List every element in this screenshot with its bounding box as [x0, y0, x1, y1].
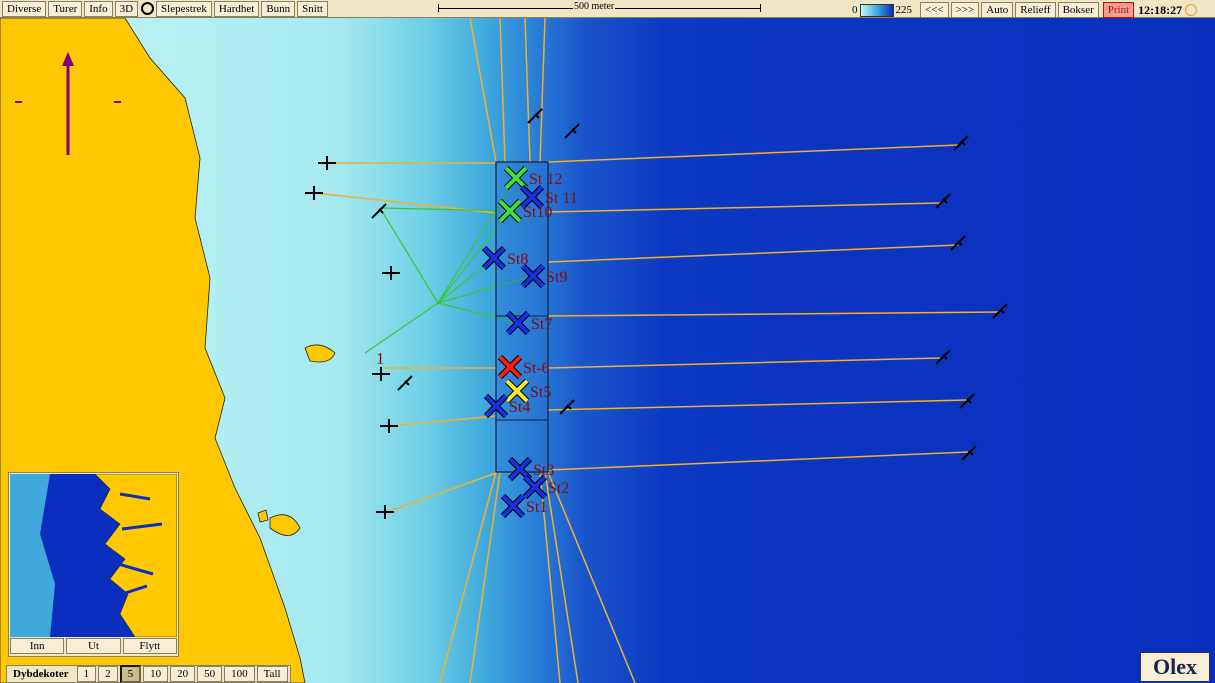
- station-cross: [520, 185, 544, 209]
- depth-colorbar: [859, 3, 894, 17]
- station-marker[interactable]: St3: [507, 456, 554, 482]
- station-marker[interactable]: St9: [520, 263, 567, 289]
- station-marker[interactable]: St1: [500, 493, 547, 519]
- station-marker[interactable]: St7: [505, 310, 552, 336]
- toolbar-button[interactable]: Turer: [48, 0, 83, 17]
- overview-chart[interactable]: [10, 474, 177, 637]
- station-marker[interactable]: St 12: [503, 165, 562, 191]
- islands: [257, 344, 336, 536]
- toolbar-button[interactable]: Hardhet: [213, 0, 260, 17]
- sun-icon[interactable]: [1185, 4, 1198, 16]
- toolbar-button[interactable]: Snitt: [297, 0, 328, 17]
- depth-button[interactable]: 50: [197, 666, 223, 682]
- overview-buttons: Inn Ut Flytt: [9, 638, 178, 654]
- depth-button[interactable]: 10: [143, 666, 169, 682]
- station-marker[interactable]: St4: [483, 393, 530, 419]
- overview-button[interactable]: Ut: [66, 638, 121, 654]
- depth-button[interactable]: Tall: [256, 666, 288, 682]
- depth-contour-label: Dybdekoter: [13, 668, 69, 680]
- station-label: St10: [523, 204, 552, 221]
- station-cross: [521, 264, 545, 288]
- toolbar-button[interactable]: Auto: [981, 2, 1014, 18]
- depth-contour-bar: Dybdekoter 1 2 5 10 20 50 100 Tall: [6, 665, 291, 683]
- vessel-icons: [305, 108, 1008, 519]
- station-label: St4: [509, 399, 530, 416]
- station-cross: [498, 199, 522, 223]
- toolbar-button[interactable]: Relieff: [1015, 2, 1056, 18]
- toolbar-button[interactable]: 3D: [114, 0, 139, 17]
- depth-button[interactable]: 100: [224, 666, 255, 682]
- toolbar-button[interactable]: Bokser: [1057, 2, 1099, 18]
- station-cross: [504, 166, 528, 190]
- track-icon[interactable]: [141, 2, 155, 15]
- station-cross: [506, 311, 530, 335]
- toolbar-button[interactable]: Bunn: [261, 0, 296, 17]
- overview-button[interactable]: Flytt: [122, 638, 177, 654]
- station-marker[interactable]: St2: [522, 474, 569, 500]
- station-label: St 12: [529, 171, 562, 188]
- toolbar-button[interactable]: <<<: [920, 2, 949, 18]
- toolbar-button[interactable]: Diverse: [2, 0, 47, 17]
- station-label: St1: [526, 499, 547, 516]
- station-cross: [484, 394, 508, 418]
- station-label: St7: [531, 316, 552, 333]
- station-label: St-6: [523, 360, 550, 377]
- print-button[interactable]: Print: [1102, 2, 1135, 18]
- depth-button[interactable]: 5: [119, 665, 142, 683]
- station-cross: [501, 494, 525, 518]
- toolbar-right: 0 225 <<< >>> Auto Relieff Bokser Print 12:1…: [852, 2, 1198, 18]
- station-marker[interactable]: St8: [481, 245, 528, 271]
- station-label: St5: [530, 384, 551, 401]
- depth-max: 225: [895, 4, 913, 16]
- station-cross: [523, 475, 547, 499]
- toolbar-button[interactable]: Info: [84, 0, 113, 17]
- station-cross: [482, 246, 506, 270]
- depth-contour-buttons: 1 2 5 10 20 50 100 Tall: [75, 665, 288, 683]
- station-marker[interactable]: St10: [497, 198, 552, 224]
- station-marker[interactable]: St-6: [497, 354, 550, 380]
- toolbar-left: Diverse Turer Info 3D Slepestrek Hardhet Bunn S…: [0, 0, 328, 17]
- station-marker[interactable]: St 11: [519, 184, 578, 210]
- station-label: St2: [548, 480, 569, 497]
- toolbar: Diverse Turer Info 3D Slepestrek Hardhet Bunn S…: [0, 0, 1215, 18]
- north-arrow: [15, 52, 121, 155]
- depth-button[interactable]: 2: [98, 666, 118, 682]
- depth-button[interactable]: 20: [170, 666, 196, 682]
- scale-bar: 500 meter: [438, 1, 761, 13]
- toolbar-right-buttons: <<< >>> Auto Relieff Bokser: [918, 2, 1099, 18]
- station-label: St 11: [545, 190, 578, 207]
- station-cross: [505, 379, 529, 403]
- toolbar-button[interactable]: Slepestrek: [156, 0, 212, 17]
- depth-button[interactable]: 1: [76, 666, 97, 682]
- station-marker[interactable]: St5: [504, 378, 551, 404]
- station-label: St8: [507, 251, 528, 268]
- logo: Olex: [1140, 652, 1210, 682]
- waypoint-label: 1: [376, 349, 385, 368]
- station-label: St9: [546, 269, 567, 286]
- toolbar-button[interactable]: >>>: [950, 2, 980, 18]
- overview-map: Inn Ut Flytt: [8, 472, 179, 657]
- station-label: St3: [533, 462, 554, 479]
- depth-min: 0: [852, 4, 858, 16]
- overview-button[interactable]: Inn: [10, 638, 65, 654]
- scale-label: 500 meter: [573, 1, 616, 12]
- clock: 12:18:27: [1138, 2, 1183, 17]
- station-cross: [498, 355, 522, 379]
